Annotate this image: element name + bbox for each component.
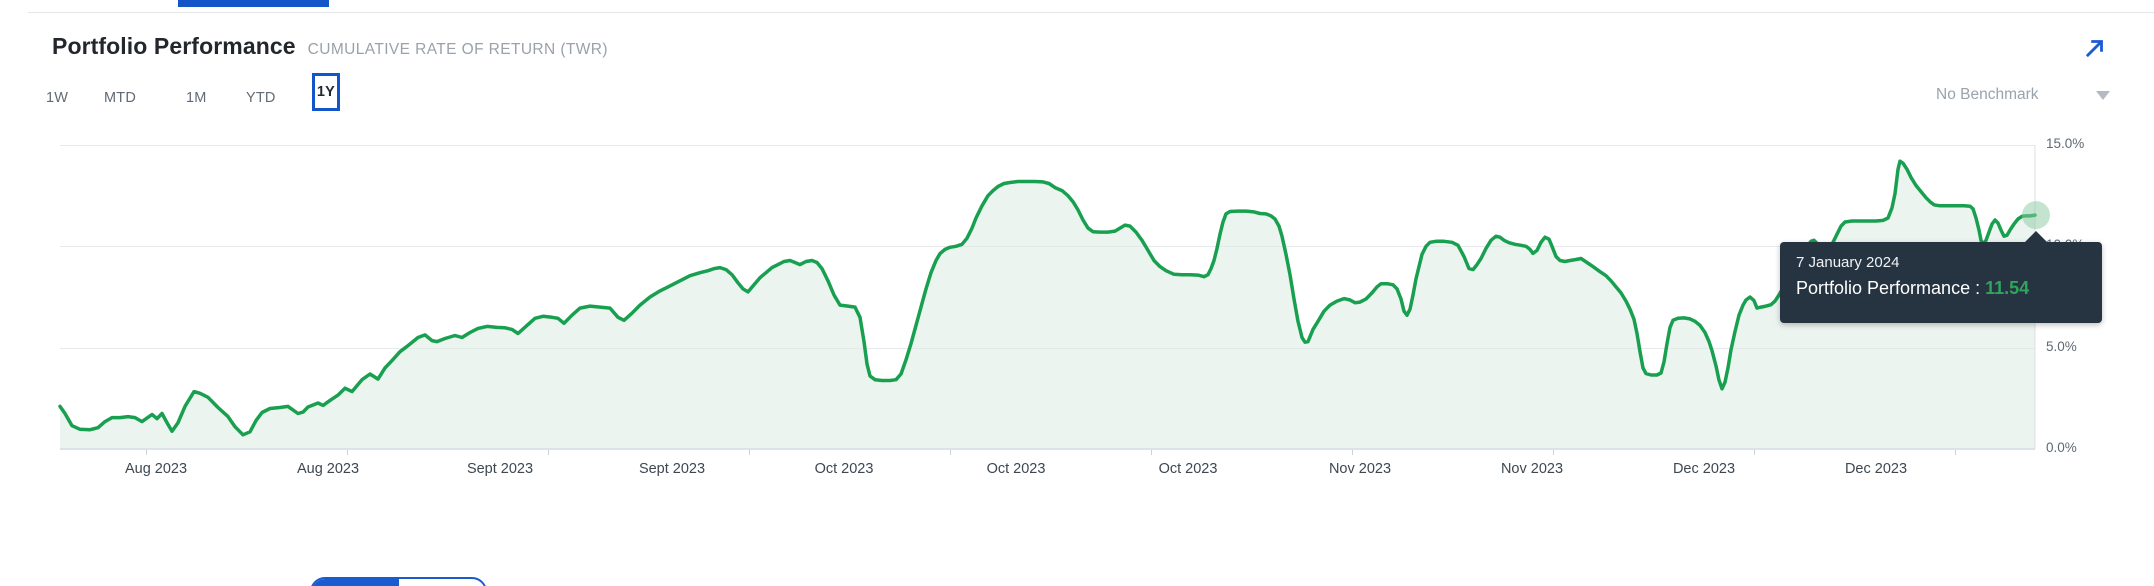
x-axis-tick [1151,450,1152,455]
active-tab-indicator [178,0,329,7]
x-tick-label: Aug 2023 [124,461,188,477]
x-axis-tick [950,450,951,455]
x-axis-tick [347,450,348,455]
chevron-down-icon [2096,90,2110,100]
x-axis-tick [1352,450,1353,455]
y-tick-label: 15.0% [2046,136,2085,151]
x-axis-tick [1955,450,1956,455]
tab-1y[interactable]: 1Y [312,73,340,111]
y-tick-label: 5.0% [2046,338,2077,354]
x-tick-label: Nov 2023 [1500,461,1564,477]
expand-arrow-icon [2085,39,2103,57]
x-tick-label: Dec 2023 [1672,461,1736,477]
chart-tooltip: 7 January 2024 Portfolio Performance : 1… [1780,231,2102,323]
tooltip-separator: : [1970,278,1986,298]
page-subtitle: CUMULATIVE RATE OF RETURN (TWR) [307,41,608,58]
x-axis-tick [146,450,147,455]
y-tick-label: 0.0% [2046,440,2077,455]
area-fill [60,161,2035,449]
tab-mtd[interactable]: MTD [104,90,137,106]
x-tick-label: Sept 2023 [466,461,534,477]
tab-1m[interactable]: 1M [186,90,207,106]
highlight-point-marker[interactable] [2022,201,2050,230]
x-axis-tick [1553,450,1554,455]
x-axis-tick [749,450,750,455]
tooltip-series-line: Portfolio Performance : 11.54 [1796,278,2086,299]
x-tick-label: Oct 2023 [1158,461,1218,477]
x-tick-label: Oct 2023 [814,461,874,477]
benchmark-dropdown[interactable]: No Benchmark [1936,86,2110,104]
tooltip-caret [2025,231,2047,242]
tab-ytd[interactable]: YTD [246,90,276,106]
x-tick-label: Aug 2023 [296,461,360,477]
x-axis-tick [548,450,549,455]
x-tick-label: Nov 2023 [1328,461,1392,477]
gridline-15.0% [60,145,2035,146]
benchmark-value: No Benchmark [1936,86,2039,103]
x-axis-tick [1754,450,1755,455]
tooltip-date: 7 January 2024 [1796,254,1900,271]
card-header: Portfolio Performance CUMULATIVE RATE OF… [52,33,608,60]
tooltip-value: 11.54 [1985,278,2030,298]
toggle-option-left[interactable] [312,579,399,586]
separator-line [28,12,2154,13]
tooltip-series-label: Portfolio Performance [1796,278,1971,298]
x-tick-label: Oct 2023 [986,461,1046,477]
expand-chart-button[interactable] [2080,34,2110,64]
x-tick-label: Dec 2023 [1844,461,1908,477]
tab-1w[interactable]: 1W [46,90,69,106]
x-tick-label: Sept 2023 [638,461,706,477]
page-title: Portfolio Performance [52,33,296,59]
